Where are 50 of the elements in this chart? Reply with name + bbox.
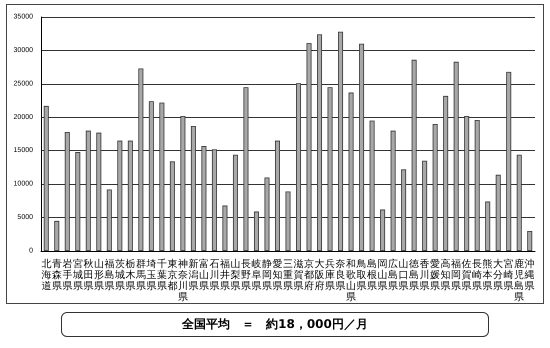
- x-tick-label: 奈良県: [336, 259, 346, 292]
- x-tick-label: 岩手県: [62, 258, 72, 292]
- x-tick-label: 青森県: [52, 258, 62, 292]
- x-tick-label: 滋賀県: [294, 258, 304, 292]
- x-tick-label: 秋田県: [83, 258, 94, 292]
- x-tick-label: 神奈川県: [178, 258, 188, 303]
- x-tick-label: 鹿児島県: [514, 258, 524, 303]
- x-tick-label: 鳥取県: [356, 258, 367, 292]
- x-tick-label: 大分県: [493, 258, 504, 292]
- x-tick-label: 熊本県: [482, 258, 493, 292]
- x-tick-label: 福井県: [220, 258, 230, 292]
- x-tick-label: 岐阜県: [251, 258, 262, 292]
- x-tick-label: 香川県: [420, 258, 430, 292]
- x-tick-label: 佐賀県: [462, 259, 472, 292]
- x-tick-label: 茨城県: [114, 258, 125, 292]
- x-tick-label: 千葉県: [156, 258, 167, 292]
- x-tick-label: 長崎県: [472, 259, 482, 292]
- x-tick-label: 石川県: [209, 259, 220, 292]
- bar: [527, 230, 532, 251]
- x-tick-label: 群馬県: [134, 258, 146, 292]
- x-tick-label: 静岡県: [262, 258, 272, 292]
- x-tick-label: 徳島県: [409, 259, 420, 292]
- x-tick-label: 京都府: [304, 258, 314, 292]
- x-tick-label: 岡山県: [378, 259, 388, 292]
- x-tick-label: 三重県: [283, 259, 293, 292]
- x-tick-label: 大阪府: [314, 258, 325, 292]
- x-tick-label: 島根県: [367, 258, 378, 292]
- x-tick-label: 福岡県: [451, 258, 462, 292]
- x-tick-label: 北海道: [41, 258, 52, 292]
- x-tick-label: 長野県: [240, 259, 251, 292]
- bar: [54, 220, 60, 251]
- x-tick-label: 栃木県: [125, 258, 136, 292]
- x-tick-label: 新潟県: [188, 258, 198, 292]
- x-tick-label: 高知県: [440, 258, 451, 292]
- x-tick-label: 福島県: [104, 258, 114, 292]
- x-tick-label: 山口県: [398, 258, 409, 292]
- x-tick-label: 山形県: [94, 258, 104, 292]
- x-tick-label: 東京都: [167, 258, 178, 292]
- x-tick-label: 和歌山県: [346, 258, 356, 303]
- x-tick-label: 山梨県: [230, 258, 240, 292]
- x-tick-label: 沖縄県: [524, 258, 535, 292]
- x-tick-label: 富山県: [198, 258, 209, 292]
- x-tick-label: 宮崎県: [504, 258, 514, 292]
- x-tick-label: 兵庫県: [325, 258, 336, 292]
- x-tick-label: 宮城県: [72, 258, 83, 292]
- text: 全国平均 ＝ 約18，000円／月: [61, 312, 489, 337]
- x-tick-label: 広島県: [388, 258, 398, 292]
- x-tick-label: 愛知県: [272, 258, 282, 292]
- x-tick-label: 愛媛県: [430, 258, 440, 292]
- x-tick-label: 埼玉県: [145, 258, 156, 292]
